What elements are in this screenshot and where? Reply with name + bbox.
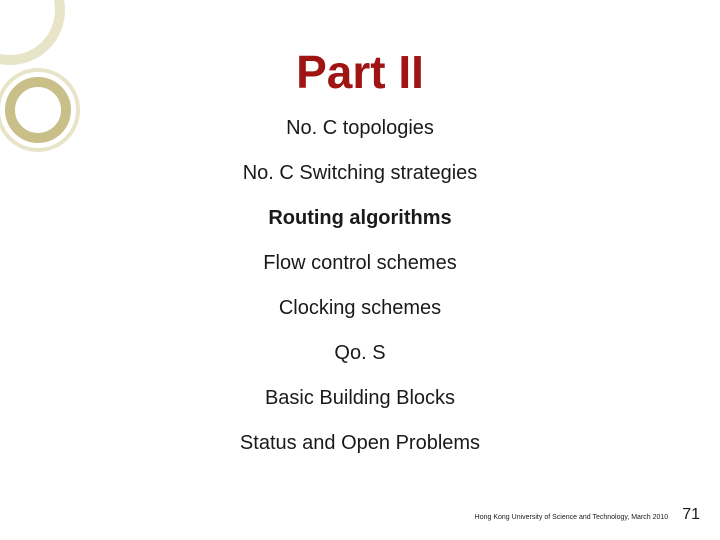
topic-item-current: Routing algorithms	[268, 207, 451, 230]
topic-item: Status and Open Problems	[240, 432, 480, 455]
topic-item: No. C topologies	[286, 117, 434, 140]
topic-item: Qo. S	[334, 342, 385, 365]
slide-title: Part II	[296, 45, 424, 99]
slide-content: Part II No. C topologies No. C Switching…	[0, 45, 720, 477]
topic-item: Basic Building Blocks	[265, 387, 455, 410]
slide-footer: Hong Kong University of Science and Tech…	[475, 506, 700, 524]
topic-item: Clocking schemes	[279, 297, 441, 320]
footer-attribution: Hong Kong University of Science and Tech…	[475, 514, 669, 521]
topic-item: No. C Switching strategies	[243, 162, 478, 185]
topic-item: Flow control schemes	[263, 252, 456, 275]
page-number: 71	[682, 506, 700, 524]
